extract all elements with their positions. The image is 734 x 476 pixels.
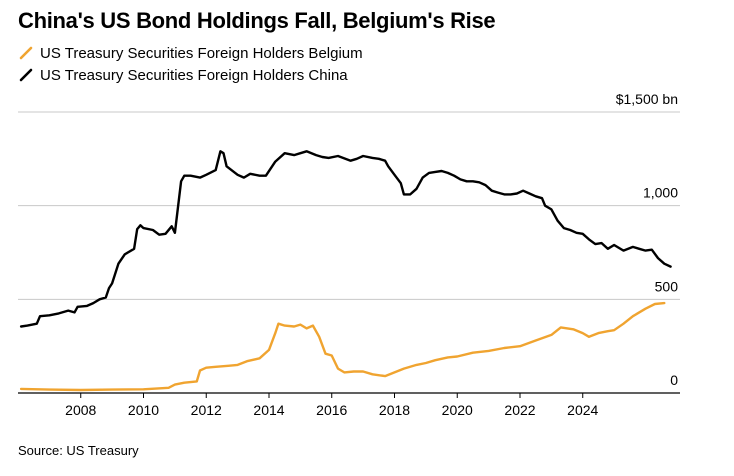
x-tick-label-2016: 2016 bbox=[316, 402, 347, 418]
x-tick-label-2008: 2008 bbox=[65, 402, 96, 418]
x-tick-label-2022: 2022 bbox=[504, 402, 535, 418]
series-line-china bbox=[19, 150, 672, 328]
x-tick-label-2012: 2012 bbox=[191, 402, 222, 418]
x-tick-label-2014: 2014 bbox=[253, 402, 284, 418]
y-tick-label-500: 500 bbox=[655, 278, 679, 294]
x-tick-label-2010: 2010 bbox=[128, 402, 159, 418]
legend-swatch-belgium bbox=[19, 46, 33, 60]
x-tick-label-2018: 2018 bbox=[379, 402, 410, 418]
y-tick-label-1500: $1,500 bn bbox=[616, 91, 678, 107]
legend: US Treasury Securities Foreign Holders B… bbox=[18, 42, 363, 86]
legend-item-belgium: US Treasury Securities Foreign Holders B… bbox=[18, 42, 363, 64]
y-tick-label-0: 0 bbox=[670, 372, 678, 388]
x-tick-label-2024: 2024 bbox=[567, 402, 598, 418]
chart-title: China's US Bond Holdings Fall, Belgium's… bbox=[18, 8, 496, 33]
legend-item-china: US Treasury Securities Foreign Holders C… bbox=[18, 64, 363, 86]
y-tick-label-1000: 1,000 bbox=[643, 185, 678, 201]
legend-label-belgium: US Treasury Securities Foreign Holders B… bbox=[40, 44, 363, 62]
source-note: Source: US Treasury bbox=[18, 443, 139, 458]
legend-swatch-china bbox=[19, 68, 33, 82]
series-line-belgium bbox=[19, 301, 666, 392]
x-tick-label-2020: 2020 bbox=[442, 402, 473, 418]
legend-label-china: US Treasury Securities Foreign Holders C… bbox=[40, 66, 348, 84]
